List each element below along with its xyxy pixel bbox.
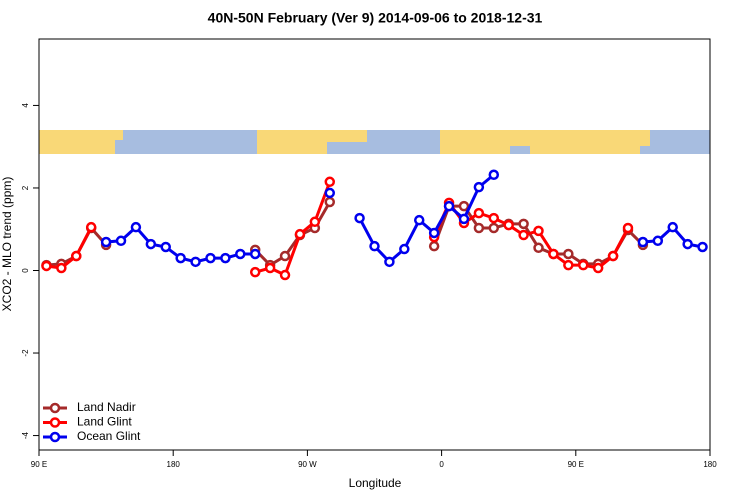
data-point [533,242,544,254]
data-point [324,176,336,188]
y-axis-label: XCO2 - MLO trend (ppm) [0,177,14,312]
data-point [56,262,67,274]
x-axis-label: Longitude [349,476,402,490]
map-band [39,130,710,154]
y-tick-label: 4 [21,103,30,108]
chart-title: 40N-50N February (Ver 9) 2014-09-06 to 2… [208,10,543,26]
data-point [503,219,514,231]
data-point [548,248,559,260]
data-point [279,269,291,281]
data-point [518,218,529,230]
data-point [697,241,708,253]
data-point [667,221,678,233]
data-point [41,260,52,272]
data-point [384,256,395,268]
x-tick-label: 180 [167,460,181,469]
y-tick-label: -4 [21,431,30,439]
data-point [205,252,216,264]
y-tick-label: 2 [21,185,30,190]
data-point [160,241,171,253]
x-tick-label: 90 W [298,460,317,469]
series-line [358,173,495,264]
data-point [652,235,664,247]
data-point [249,248,261,260]
data-point [428,240,440,252]
data-point [473,207,485,219]
data-point [413,214,425,226]
legend-marker [49,417,61,428]
data-point [533,225,544,237]
data-point [488,212,500,224]
data-point [175,252,186,264]
data-point [220,252,231,264]
data-point [309,216,321,228]
data-point [279,250,291,262]
x-tick-label: 0 [439,460,444,469]
data-point [71,250,82,262]
y-tick-label: 0 [21,268,30,273]
x-tick-label: 90 E [31,460,47,469]
legend-label: Land Nadir [77,400,136,414]
x-tick-label: 90 E [568,460,584,469]
y-tick-label: -2 [21,349,30,357]
data-point [607,250,619,262]
data-point [369,240,380,252]
data-point [518,229,529,241]
data-point [190,256,201,268]
data-point [130,221,142,233]
data-point [399,243,410,255]
data-point [563,248,574,260]
data-point [428,227,440,239]
data-point [578,259,589,271]
data-point [85,221,97,233]
series [100,169,708,268]
data-point [682,238,693,250]
data-point [458,213,470,225]
data-point [488,222,500,234]
data-point [443,200,455,212]
legend-label: Land Glint [77,415,132,429]
data-point [100,236,112,248]
data-point [235,248,246,260]
data-point [473,181,485,193]
plot-frame [38,38,711,451]
data-point [324,196,336,208]
x-tick-label: 180 [703,460,717,469]
data-point [145,238,157,250]
data-point [324,187,336,199]
series-line [46,226,93,270]
data-point [264,262,276,274]
data-point [592,262,604,274]
legend-label: Ocean Glint [77,429,141,443]
data-point [473,222,485,234]
data-point [488,169,500,181]
data-point [622,222,634,234]
data-point [354,212,365,224]
data-point [115,235,127,247]
legend-marker [49,402,61,414]
data-point [249,266,261,278]
legend-marker [49,431,61,443]
data-point [458,200,470,212]
data-point [637,236,649,248]
data-point [294,228,306,240]
series [41,196,649,271]
data-point [563,259,574,271]
